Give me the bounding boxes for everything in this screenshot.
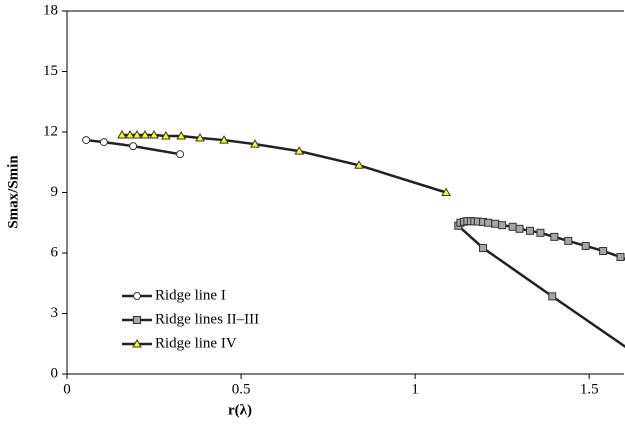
marker — [515, 224, 524, 233]
y-tick-label: 0 — [51, 365, 59, 381]
series-line — [86, 138, 181, 156]
marker — [479, 243, 488, 252]
marker — [132, 130, 142, 139]
legend-marker — [133, 316, 141, 324]
marker — [129, 142, 138, 151]
x-tick-label: 0 — [63, 381, 71, 397]
marker — [441, 187, 451, 196]
series-line — [122, 133, 447, 194]
marker — [149, 130, 159, 139]
x-tick-label: 0.5 — [232, 381, 251, 397]
marker — [125, 130, 135, 139]
y-tick-label: 9 — [51, 184, 59, 200]
marker — [526, 226, 535, 235]
y-tick-label: 12 — [43, 123, 58, 139]
legend-label: Ridge lines II–III — [155, 311, 259, 327]
marker — [140, 130, 150, 139]
marker — [99, 138, 108, 147]
marker — [616, 253, 625, 262]
legend-marker — [132, 338, 142, 348]
marker — [195, 133, 205, 142]
marker — [484, 218, 493, 227]
plot-area — [82, 130, 625, 349]
marker — [219, 135, 229, 144]
legend-label: Ridge line IV — [155, 335, 237, 351]
x-tick-label: 1 — [411, 381, 419, 397]
marker — [117, 130, 127, 139]
marker — [599, 246, 608, 255]
marker — [82, 136, 91, 145]
legend-marker — [133, 292, 141, 300]
x-tick-label: 1.5 — [580, 381, 599, 397]
marker — [250, 139, 260, 148]
marker — [498, 221, 507, 230]
marker — [176, 150, 185, 159]
marker — [508, 222, 517, 231]
legend-label: Ridge line I — [155, 287, 226, 303]
y-tick-label: 3 — [51, 305, 59, 321]
y-tick-label: 15 — [43, 63, 58, 79]
marker — [536, 228, 545, 237]
y-axis-title: Smax/Smin — [5, 155, 21, 229]
marker — [294, 146, 305, 155]
series-line — [456, 219, 625, 349]
y-tick-label: 6 — [51, 244, 59, 260]
marker — [550, 232, 559, 241]
marker — [548, 292, 557, 301]
marker — [354, 160, 364, 169]
marker — [564, 236, 573, 245]
y-tick-label: 18 — [43, 2, 58, 18]
marker — [176, 131, 187, 140]
marker — [161, 131, 171, 140]
marker — [491, 219, 500, 228]
marker — [581, 241, 590, 250]
x-axis-title: r(λ) — [228, 402, 252, 418]
